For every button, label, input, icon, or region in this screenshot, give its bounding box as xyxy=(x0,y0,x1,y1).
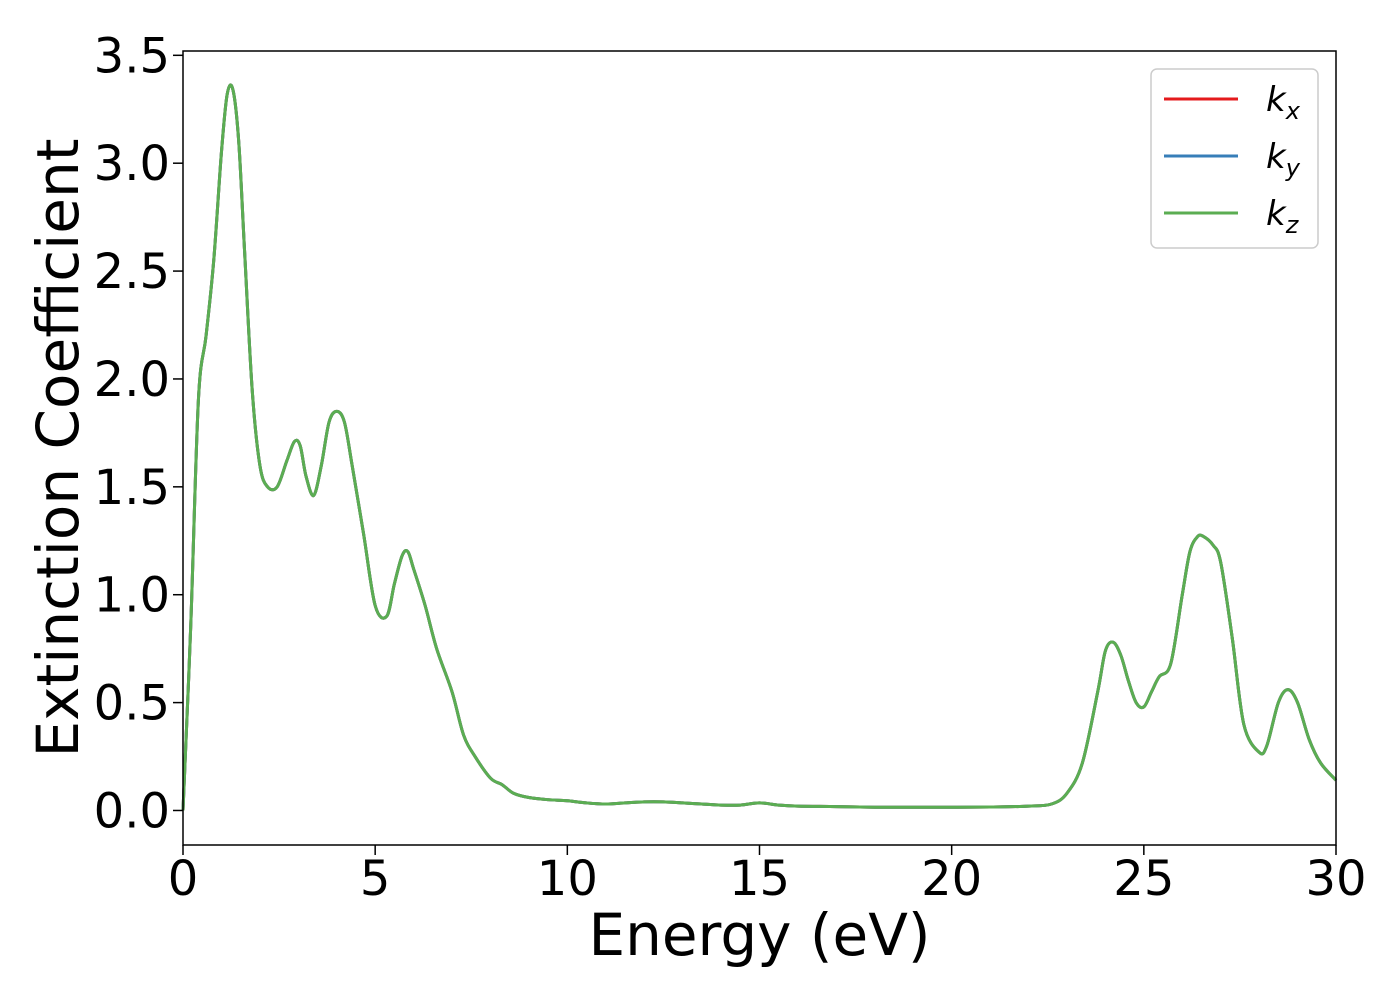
y-tick-label: 1.5 xyxy=(94,460,170,516)
series-layer xyxy=(181,83,1338,811)
x-axis-ticks: 0 5 10 15 20 25 30 xyxy=(168,845,1367,907)
y-tick-label: 3.0 xyxy=(94,136,170,192)
x-axis-title: Energy (eV) xyxy=(588,901,930,969)
legend: kx ky kz xyxy=(1150,68,1319,249)
y-tick-label: 0.0 xyxy=(94,783,170,839)
legend-label-ky: ky xyxy=(1266,137,1301,182)
y-tick-label: 1.0 xyxy=(94,568,170,624)
y-tick-label: 0.5 xyxy=(94,676,170,732)
y-axis-ticks: 0.0 0.5 1.0 1.5 2.0 2.5 3.0 3.5 xyxy=(94,28,183,839)
x-tick-label: 25 xyxy=(1113,851,1174,907)
y-axis-title: Extinction Coefficient xyxy=(24,139,92,758)
legend-box xyxy=(1150,68,1319,249)
x-tick-label: 15 xyxy=(729,851,790,907)
x-tick-label: 5 xyxy=(360,851,391,907)
y-tick-label: 2.0 xyxy=(94,352,170,408)
legend-label-kz: kz xyxy=(1266,194,1300,239)
x-tick-label: 30 xyxy=(1305,851,1366,907)
series-line-kz xyxy=(181,83,1338,811)
x-tick-label: 0 xyxy=(168,851,199,907)
legend-label-kx: kx xyxy=(1266,80,1301,125)
x-tick-label: 20 xyxy=(921,851,982,907)
y-tick-label: 2.5 xyxy=(94,244,170,300)
x-tick-label: 10 xyxy=(537,851,598,907)
y-tick-label: 3.5 xyxy=(94,28,170,84)
